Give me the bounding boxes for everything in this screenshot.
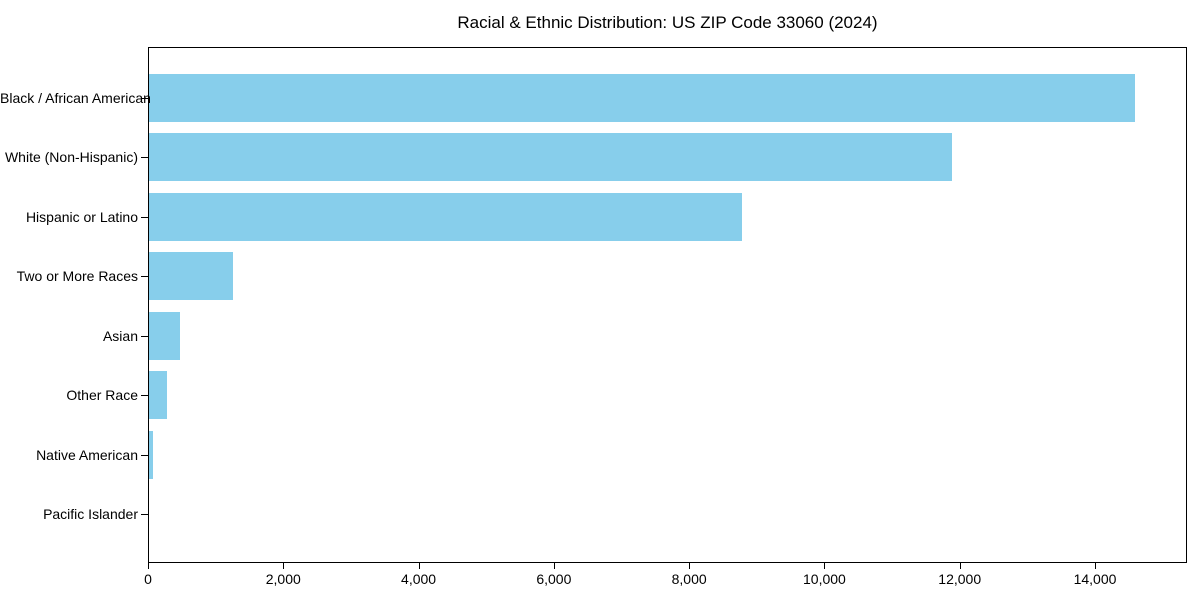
- y-axis-tick: [141, 276, 148, 277]
- x-axis-tick: [1095, 563, 1096, 569]
- y-axis-tick: [141, 157, 148, 158]
- y-axis-tick: [141, 216, 148, 218]
- y-axis-tick: [141, 335, 148, 337]
- bar-other-race: [149, 371, 167, 419]
- plot-area: [148, 47, 1187, 563]
- x-tick-label: 8,000: [671, 571, 707, 587]
- x-axis-tick: [148, 563, 149, 569]
- category-label: Other Race: [66, 387, 138, 403]
- x-tick-label: 10,000: [803, 571, 846, 587]
- chart-title: Racial & Ethnic Distribution: US ZIP Cod…: [457, 13, 878, 32]
- y-axis-tick: [141, 514, 148, 515]
- bar-black-african-american: [149, 73, 1135, 122]
- x-axis-tick: [689, 563, 691, 569]
- category-label: Native American: [36, 446, 138, 463]
- x-tick-label: 4,000: [401, 571, 437, 587]
- x-axis-tick: [283, 563, 285, 569]
- bar-asian: [149, 311, 181, 360]
- y-axis-tick: [141, 97, 148, 99]
- category-label: Asian: [102, 327, 138, 344]
- x-tick-label: 6,000: [536, 571, 572, 587]
- bar-two-or-more-races: [149, 252, 233, 300]
- x-tick-label: 2,000: [265, 571, 301, 587]
- bar-native-american: [149, 430, 154, 479]
- y-axis-tick: [141, 395, 148, 396]
- y-axis-tick: [141, 454, 148, 456]
- x-axis-tick: [553, 563, 555, 569]
- x-axis-tick: [824, 563, 826, 569]
- x-tick-label: 12,000: [938, 571, 982, 587]
- bar-white-non-hispanic: [149, 133, 953, 181]
- category-label: White (Non-Hispanic): [4, 149, 138, 165]
- category-label: Pacific Islander: [43, 506, 138, 522]
- x-tick-label: 14,000: [1073, 571, 1117, 587]
- category-label: Black / African American: [0, 89, 151, 106]
- x-axis-tick: [959, 563, 961, 569]
- bar-hispanic-or-latino: [149, 192, 742, 241]
- category-label: Two or More Races: [16, 268, 138, 284]
- category-label: Hispanic or Latino: [25, 208, 138, 225]
- x-axis-tick: [418, 563, 420, 569]
- x-tick-label: 0: [144, 571, 152, 587]
